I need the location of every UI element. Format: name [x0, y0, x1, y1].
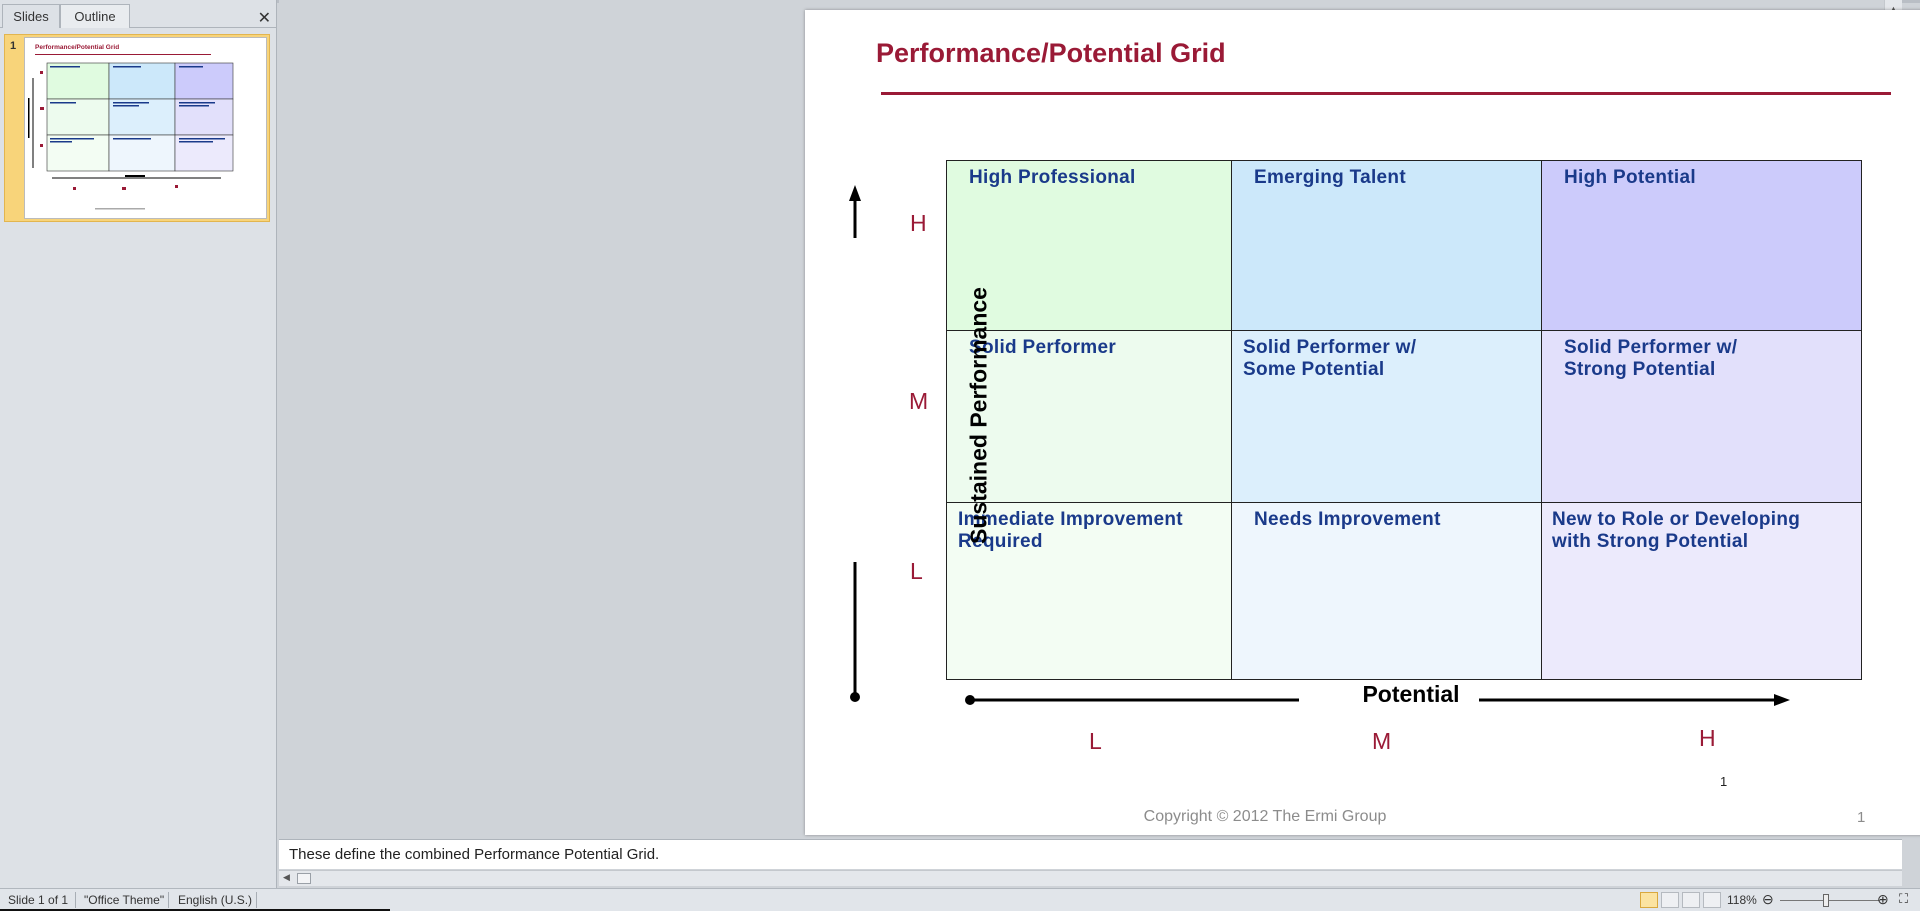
slide-sorter-icon[interactable] — [1661, 892, 1679, 908]
zoom-slider[interactable] — [1780, 900, 1880, 901]
status-separator — [168, 892, 169, 908]
grid-cell-solid-performer-some-potential[interactable]: Solid Performer w/ Some Potential — [1232, 331, 1542, 503]
row-label-high[interactable]: H — [910, 210, 927, 236]
zoom-in-icon[interactable]: ⊕ — [1877, 891, 1889, 907]
grid-cell-needs-improvement[interactable]: Needs Improvement — [1232, 503, 1542, 679]
slides-pane: Slides Outline ✕ 1 Performance/Potential… — [0, 0, 277, 888]
tab-slides[interactable]: Slides — [2, 4, 60, 28]
zoom-slider-handle[interactable] — [1823, 894, 1829, 907]
grid-cell-solid-performer-strong-potential[interactable]: Solid Performer w/ Strong Potential — [1542, 331, 1861, 503]
slideshow-icon[interactable] — [1703, 892, 1721, 908]
grid-cell-new-to-role[interactable]: New to Role or Developing with Strong Po… — [1542, 503, 1861, 679]
status-separator — [75, 892, 76, 908]
slide-canvas[interactable]: Performance/Potential Grid High Professi… — [805, 10, 1920, 835]
zoom-out-icon[interactable]: ⊖ — [1762, 891, 1774, 907]
grid-cell-high-professional[interactable]: High Professional — [947, 161, 1232, 331]
slide-thumbnail[interactable]: Performance/Potential Grid — [24, 37, 267, 219]
grid-cell-emerging-talent[interactable]: Emerging Talent — [1232, 161, 1542, 331]
thumbnail-title: Performance/Potential Grid — [35, 44, 119, 51]
pane-tab-bar: Slides Outline ✕ — [0, 4, 277, 28]
slide-number-small: 1 — [1720, 774, 1728, 789]
language-indicator[interactable]: English (U.S.) — [178, 893, 253, 907]
close-icon[interactable]: ✕ — [257, 10, 271, 27]
slide-title[interactable]: Performance/Potential Grid — [876, 38, 1226, 68]
status-bar: Slide 1 of 1 "Office Theme" English (U.S… — [0, 888, 1920, 911]
y-axis-label[interactable]: Sustained Performance — [965, 287, 992, 544]
footer-page-number: 1 — [1857, 809, 1866, 826]
performance-potential-grid[interactable]: High Professional Emerging Talent High P… — [946, 160, 1862, 680]
thumbnail-miniature: Performance/Potential Grid — [28, 44, 234, 210]
horizontal-scroll-thumb[interactable] — [297, 873, 311, 884]
notes-pane[interactable]: These define the combined Performance Po… — [279, 839, 1902, 869]
slide-indicator: Slide 1 of 1 — [8, 893, 69, 907]
reading-view-icon[interactable] — [1682, 892, 1700, 908]
theme-name[interactable]: "Office Theme" — [84, 893, 165, 907]
row-label-low[interactable]: L — [910, 558, 923, 584]
grid-cell-high-potential[interactable]: High Potential — [1542, 161, 1861, 331]
tab-outline[interactable]: Outline — [60, 4, 130, 28]
x-axis-label[interactable]: Potential — [1362, 681, 1460, 707]
row-label-medium[interactable]: M — [909, 388, 929, 414]
col-label-medium[interactable]: M — [1372, 728, 1392, 754]
col-label-low[interactable]: L — [1089, 728, 1102, 754]
taskbar-edge — [0, 909, 390, 911]
grid-cell-immediate-improvement[interactable]: Immediate Improvement Required — [947, 503, 1232, 679]
axis-arrows — [849, 185, 1790, 706]
slide-editing-area: ▲ ▼ ⏶ ⏷ Performance/Potential Grid High … — [279, 0, 1920, 835]
notes-text: These define the combined Performance Po… — [289, 846, 660, 863]
footer-copyright: Copyright © 2012 The Ermi Group — [1143, 808, 1387, 825]
normal-view-icon[interactable] — [1640, 892, 1658, 908]
scroll-left-icon[interactable]: ◀ — [283, 872, 290, 882]
zoom-level[interactable]: 118% — [1727, 893, 1757, 907]
status-separator — [256, 892, 257, 908]
col-label-high[interactable]: H — [1699, 725, 1716, 751]
fit-to-window-icon[interactable]: ⛶ — [1899, 891, 1909, 906]
slide-thumbnail-number: 1 — [10, 40, 17, 52]
horizontal-scrollbar[interactable]: ◀ — [279, 870, 1902, 886]
scroll-up-icon[interactable]: ▲ — [1889, 4, 1898, 14]
grid-cell-solid-performer[interactable]: Solid Performer — [947, 331, 1232, 503]
title-underline — [881, 92, 1891, 95]
